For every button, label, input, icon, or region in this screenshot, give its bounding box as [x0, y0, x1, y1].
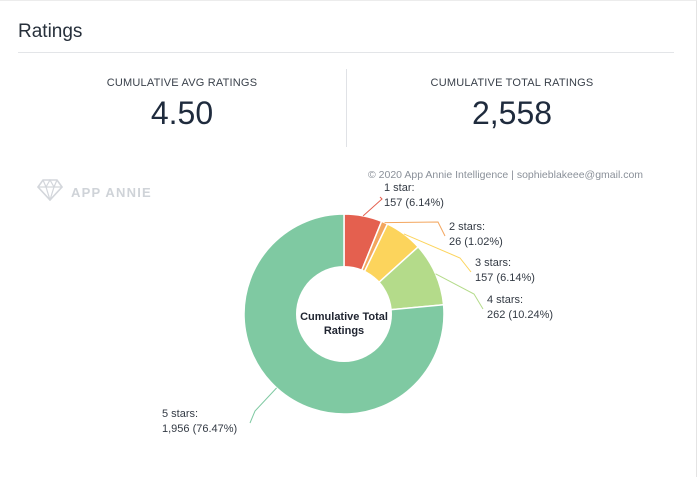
center-label-line-2: Ratings: [324, 325, 364, 337]
slice-label-2-name: 2 stars:: [449, 221, 485, 233]
kpi-total-ratings: CUMULATIVE TOTAL RATINGS 2,558: [347, 77, 677, 132]
slice-label-3-name: 3 stars:: [475, 257, 511, 269]
copyright-notice: © 2020 App Annie Intelligence | sophiebl…: [368, 169, 644, 181]
slice-label-5-value: 1,956 (76.47%): [162, 423, 237, 435]
slice-label-1-value: 157 (6.14%): [384, 197, 444, 209]
donut-hole: [296, 266, 392, 362]
leader-line-5: [249, 387, 277, 424]
slice-label-3-value: 157 (6.14%): [475, 272, 535, 284]
app-annie-watermark: APP ANNIE: [36, 178, 152, 206]
leader-line-4: [435, 273, 484, 310]
kpi-total-label: CUMULATIVE TOTAL RATINGS: [430, 77, 594, 89]
leader-line-1: [362, 196, 383, 217]
leader-line-3: [403, 233, 472, 273]
title-divider: [18, 52, 674, 53]
kpi-avg-ratings: CUMULATIVE AVG RATINGS 4.50: [17, 77, 347, 132]
slice-label-5-name: 5 stars:: [162, 408, 198, 420]
kpi-divider: [346, 69, 347, 147]
diamond-logo-icon: [36, 178, 64, 206]
kpi-total-value: 2,558: [471, 95, 553, 131]
watermark-text: APP ANNIE: [71, 185, 152, 200]
slice-label-2-value: 26 (1.02%): [449, 236, 503, 248]
slice-label-4-name: 4 stars:: [487, 294, 523, 306]
center-label-line-1: Cumulative Total: [300, 311, 388, 323]
slice-label-4-value: 262 (10.24%): [487, 309, 553, 321]
card-title: Ratings: [18, 21, 83, 42]
leader-line-2: [384, 221, 446, 237]
slice-label-1-name: 1 star:: [384, 182, 415, 194]
kpi-avg-value: 4.50: [150, 95, 214, 131]
kpi-avg-label: CUMULATIVE AVG RATINGS: [106, 77, 258, 89]
